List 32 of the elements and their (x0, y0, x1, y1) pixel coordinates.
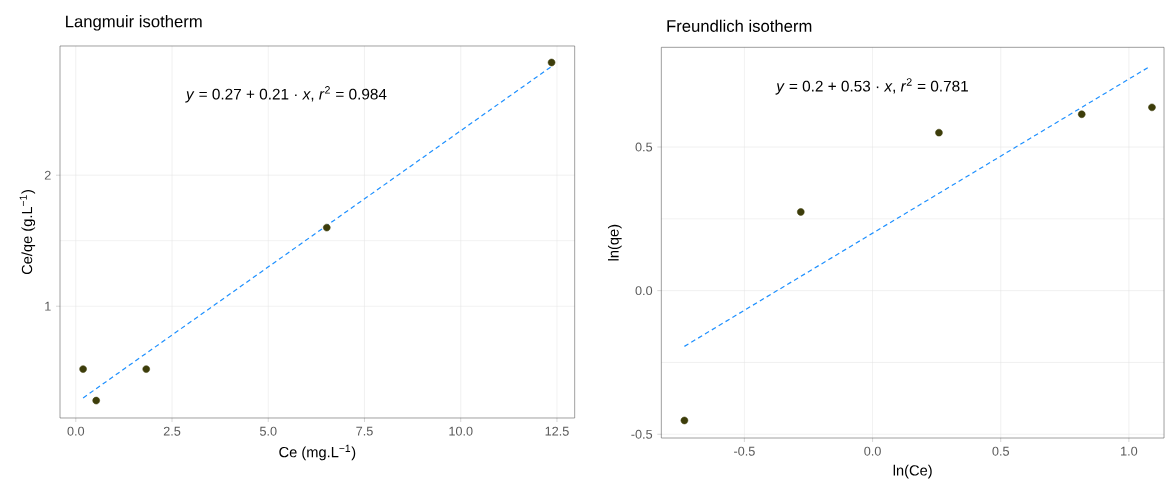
point (142, 365, 150, 373)
annotation: y = 0.2 + 0.53 · x, r$^{2}$ = 0.781 (775, 78, 968, 95)
point (79, 365, 87, 373)
annotation: y = 0.27 + 0.21 · x, r$^{2}$ = 0.984 (185, 86, 387, 103)
point (1077, 110, 1086, 118)
y-tick-label: 2 (44, 170, 51, 180)
x-tick-label: 5.0 (259, 426, 277, 436)
x-tick-label: 1.0 (1121, 446, 1138, 456)
point (935, 128, 943, 137)
x-tick-label: 0.0 (864, 446, 881, 456)
x-axis-title: ln(Ce) (893, 464, 932, 479)
chart-title: Freundlich isotherm (667, 19, 812, 32)
point (92, 396, 100, 405)
point (797, 208, 805, 216)
x-tick-label: 12.5 (545, 426, 569, 436)
chart-title: Langmuir isotherm (66, 15, 202, 31)
y-tick-label: 0.5 (635, 142, 653, 152)
point (1148, 103, 1156, 112)
point (323, 223, 331, 232)
point (547, 58, 556, 67)
x-tick-label: -0.5 (734, 446, 755, 456)
x-tick-label: 7.5 (356, 426, 373, 436)
y-tick-label: 1 (45, 301, 51, 311)
y-tick-label: 0.0 (635, 286, 653, 296)
y-axis-title: Ce/qe (g.L$^{−1}$) (19, 190, 36, 275)
x-tick-label: 2.5 (163, 426, 181, 436)
x-tick-label: 10.0 (449, 426, 473, 436)
x-tick-label: 0.5 (992, 446, 1010, 456)
point (680, 416, 689, 425)
x-tick-label: 0.0 (67, 426, 85, 436)
x-axis-title: Ce (mg.L$^{−1}$) (279, 444, 356, 461)
y-axis-title: ln(qe) (607, 224, 622, 261)
